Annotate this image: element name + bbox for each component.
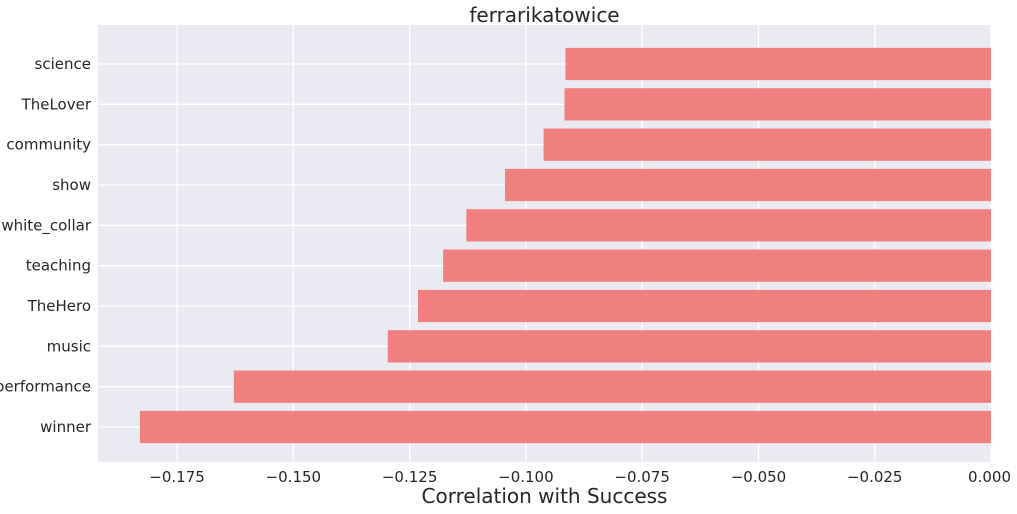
y-tick-label-community: community (6, 136, 91, 154)
x-tick-label: −0.100 (498, 468, 554, 486)
y-tick-labels: science TheLover community show white_collar… (0, 55, 92, 436)
x-tick-label: −0.150 (266, 468, 322, 486)
x-axis-label: Correlation with Success (422, 484, 668, 508)
chart-title: ferrarikatowice (469, 3, 619, 27)
x-tick-label: −0.175 (149, 468, 205, 486)
bar-show (504, 168, 991, 202)
y-tick-label-winner: winner (40, 418, 92, 436)
bar-performance (233, 370, 991, 403)
y-tick-label-TheLover: TheLover (21, 95, 92, 113)
x-tick-labels: −0.175 −0.150 −0.125 −0.100 −0.075 −0.050 −0.0… (149, 468, 1011, 486)
y-tick-label-show: show (52, 176, 91, 194)
y-tick-label-TheHero: TheHero (27, 297, 91, 315)
x-tick-label: −0.050 (731, 468, 787, 486)
bar-winner (139, 410, 991, 444)
bar-science (565, 47, 991, 81)
y-tick-label-music: music (47, 337, 91, 355)
bar-TheHero (417, 289, 991, 323)
bars (139, 47, 991, 444)
y-tick-label-teaching: teaching (26, 257, 91, 275)
x-tick-label: −0.025 (847, 468, 903, 486)
bar-music (387, 330, 991, 363)
bar-white_collar (466, 209, 991, 242)
x-tick-label: −0.075 (614, 468, 670, 486)
y-tick-label-science: science (35, 55, 91, 73)
y-tick-label-performance: performance (0, 378, 91, 396)
bar-teaching (443, 249, 991, 282)
bar-TheLover (564, 88, 991, 121)
x-tick-label: 0.000 (968, 468, 1011, 486)
bar-community (543, 128, 991, 161)
x-tick-label: −0.125 (382, 468, 438, 486)
y-tick-label-white_collar: white_collar (1, 216, 92, 235)
